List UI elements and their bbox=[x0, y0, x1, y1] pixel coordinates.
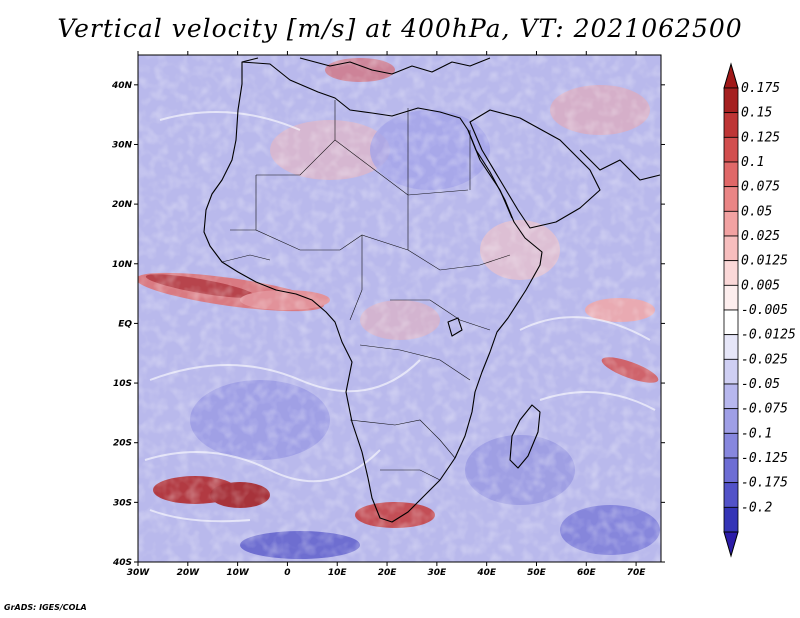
colorbar-label: -0.2 bbox=[741, 500, 772, 515]
colorbar-label: 0.15 bbox=[741, 106, 772, 121]
border bbox=[407, 108, 471, 195]
colorbar-swatch bbox=[723, 210, 739, 237]
colorbar-label: 0.175 bbox=[741, 81, 780, 96]
lat-tick-label: 10N bbox=[112, 260, 133, 270]
colorbar-label: -0.1 bbox=[741, 426, 772, 441]
lon-tick-label: 20E bbox=[378, 568, 398, 578]
colorbar-swatch bbox=[723, 186, 739, 212]
colorbar-bottom-arrow bbox=[723, 531, 739, 558]
colorbar-swatch bbox=[723, 457, 739, 484]
lon-tick-label: 10E bbox=[328, 568, 348, 578]
colorbar-label: -0.175 bbox=[741, 476, 788, 491]
colorbar-swatch bbox=[723, 136, 739, 163]
border bbox=[221, 229, 271, 263]
lon-tick-label: 30W bbox=[127, 568, 151, 578]
colorbar-label: 0.125 bbox=[741, 130, 780, 145]
lat-tick-label: 20S bbox=[113, 439, 132, 449]
lon-tick-label: 40E bbox=[476, 568, 497, 578]
colorbar-top-arrow bbox=[723, 62, 739, 89]
lat-tick-label: 40N bbox=[111, 81, 133, 91]
colorbar-label: 0.05 bbox=[741, 204, 772, 219]
colorbar-label: -0.125 bbox=[741, 451, 788, 466]
border bbox=[407, 189, 469, 196]
colorbar-label: -0.05 bbox=[741, 377, 780, 392]
lat-tick-label: EQ bbox=[118, 319, 132, 329]
africa-coastline bbox=[203, 61, 543, 523]
red-sea bbox=[467, 129, 513, 219]
chart-title: Vertical velocity [m/s] at 400hPa, VT: 2… bbox=[57, 14, 743, 43]
lon-tick-label: 30E bbox=[428, 568, 448, 578]
lon-tick-label: 70E bbox=[627, 568, 647, 578]
lake-victoria bbox=[447, 317, 463, 337]
lat-tick-label: 10S bbox=[113, 379, 132, 389]
colorbar-label: 0.0125 bbox=[741, 254, 788, 269]
colorbar-swatch bbox=[723, 260, 739, 286]
colorbar-label: 0.1 bbox=[741, 155, 764, 170]
colorbar-swatch bbox=[723, 87, 739, 114]
colorbar-label: -0.025 bbox=[741, 352, 788, 367]
border bbox=[407, 249, 511, 271]
colorbar-label: 0.025 bbox=[741, 229, 780, 244]
lon-tick-label: 20W bbox=[177, 568, 201, 578]
border bbox=[256, 100, 336, 176]
border bbox=[390, 299, 491, 331]
madagascar bbox=[509, 404, 541, 469]
country-borders bbox=[221, 100, 511, 481]
arabian-peninsula bbox=[469, 109, 601, 229]
colorbar-swatch bbox=[723, 482, 739, 508]
colorbar-swatch bbox=[723, 112, 739, 138]
lat-axis: 40N 30N 20N 10N EQ 10S 20S 30S 40S bbox=[111, 81, 665, 568]
border bbox=[349, 419, 456, 459]
colorbar-swatch bbox=[723, 309, 739, 336]
field-texture bbox=[138, 55, 661, 562]
border bbox=[255, 175, 409, 251]
persian-gulf bbox=[579, 149, 661, 181]
coastlines bbox=[203, 57, 661, 523]
colorbar-swatch bbox=[723, 334, 739, 360]
colorbar-swatch bbox=[723, 235, 739, 262]
colorbar-swatch bbox=[723, 432, 739, 459]
lat-tick-label: 20N bbox=[112, 200, 133, 210]
border bbox=[380, 469, 441, 481]
lon-tick-label: 0 bbox=[284, 568, 290, 578]
colorbar: 0.175 0.15 0.125 0.1 0.075 0.05 0.025 0.0125 0.0… bbox=[723, 62, 796, 558]
border bbox=[359, 344, 471, 381]
lat-tick-label: 30N bbox=[112, 140, 133, 150]
colorbar-label: 0.005 bbox=[741, 278, 780, 293]
colorbar-label: -0.005 bbox=[741, 303, 788, 318]
colorbar-label: -0.075 bbox=[741, 402, 788, 417]
colorbar-swatch bbox=[723, 161, 739, 188]
lon-tick-label: 60E bbox=[577, 568, 597, 578]
lon-tick-label: 50E bbox=[527, 568, 547, 578]
border bbox=[349, 235, 363, 321]
colorbar-label: -0.0125 bbox=[741, 328, 796, 343]
map-frame bbox=[137, 54, 662, 563]
lat-tick-label: 30S bbox=[113, 498, 132, 508]
colorbar-swatch bbox=[723, 506, 739, 533]
colorbar-swatch bbox=[723, 383, 739, 410]
colorbar-swatch bbox=[723, 408, 739, 434]
colorbar-swatch bbox=[723, 284, 739, 311]
europe-coast bbox=[241, 57, 491, 75]
colorbar-label: 0.075 bbox=[741, 180, 780, 195]
lon-axis: 30W 20W 10W 0 10E 20E 30E 40E 50E 60E 70E bbox=[127, 51, 647, 578]
lat-tick-label: 40S bbox=[112, 558, 132, 568]
footer-credit: GrADS: IGES/COLA bbox=[4, 603, 87, 612]
colorbar-swatch bbox=[723, 358, 739, 385]
velocity-field bbox=[138, 55, 661, 562]
lon-tick-label: 10W bbox=[226, 568, 250, 578]
